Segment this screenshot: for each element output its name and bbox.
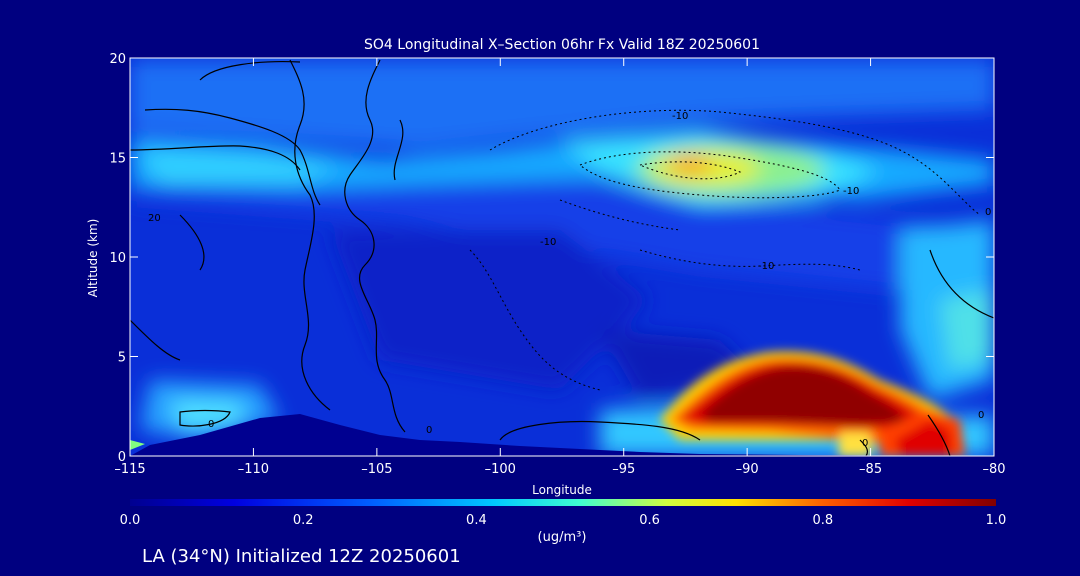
colorbar-tick-label: 0.0 <box>120 513 141 528</box>
y-axis: 0 5 10 15 20 <box>109 52 994 465</box>
y-axis-title: Altitude (km) <box>86 219 100 298</box>
y-tick-label: 5 <box>118 351 126 366</box>
colorbar-tick-label: 0.6 <box>639 513 660 528</box>
x-tick-label: –95 <box>612 462 635 477</box>
colorbar-ticks: 0.0 0.2 0.4 0.6 0.8 1.0 <box>120 513 1007 528</box>
y-tick-label: 20 <box>109 52 126 67</box>
x-tick-label: –115 <box>114 462 145 477</box>
colorbar <box>130 499 996 506</box>
y-tick-label: 10 <box>109 251 126 266</box>
colorbar-units: (ug/m³) <box>538 530 587 545</box>
contour-label: 0 <box>978 410 984 421</box>
x-tick-label: –100 <box>485 462 516 477</box>
contour-label: -10 <box>540 237 556 248</box>
colorbar-tick-label: 0.2 <box>293 513 314 528</box>
contour-value-labels: -10 -10 -10 -10 20 0 0 0 0 0 <box>148 111 991 449</box>
colorbar-tick-label: 0.8 <box>812 513 833 528</box>
heatmap-field: -10 -10 -10 -10 20 0 0 0 0 0 <box>130 58 994 456</box>
contour-label: 0 <box>862 438 868 449</box>
contour-label: -10 <box>672 111 688 122</box>
y-tick-label: 0 <box>118 450 126 465</box>
contour-label: 20 <box>148 213 161 224</box>
colorbar-tick-label: 0.4 <box>466 513 487 528</box>
footer-caption: LA (34°N) Initialized 12Z 20250601 <box>142 546 461 567</box>
x-axis-title: Longitude <box>532 483 592 497</box>
y-tick-label: 15 <box>109 152 126 167</box>
contour-label: 0 <box>985 207 991 218</box>
contour-label: 0 <box>208 419 214 430</box>
x-axis: –115 –110 –105 –100 –95 –90 –85 –80 <box>114 58 1006 477</box>
x-tick-label: –80 <box>982 462 1005 477</box>
contour-lines <box>130 59 994 456</box>
x-tick-label: –110 <box>238 462 269 477</box>
x-tick-label: –105 <box>361 462 392 477</box>
x-tick-label: –90 <box>736 462 759 477</box>
colorbar-tick-label: 1.0 <box>986 513 1007 528</box>
x-tick-label: –85 <box>859 462 882 477</box>
contour-label: 0 <box>426 425 432 436</box>
contour-label: -10 <box>758 261 774 272</box>
contour-label: -10 <box>843 186 859 197</box>
chart-title: SO4 Longitudinal X–Section 06hr Fx Valid… <box>364 37 760 53</box>
contour-lines-dashed <box>469 109 981 391</box>
